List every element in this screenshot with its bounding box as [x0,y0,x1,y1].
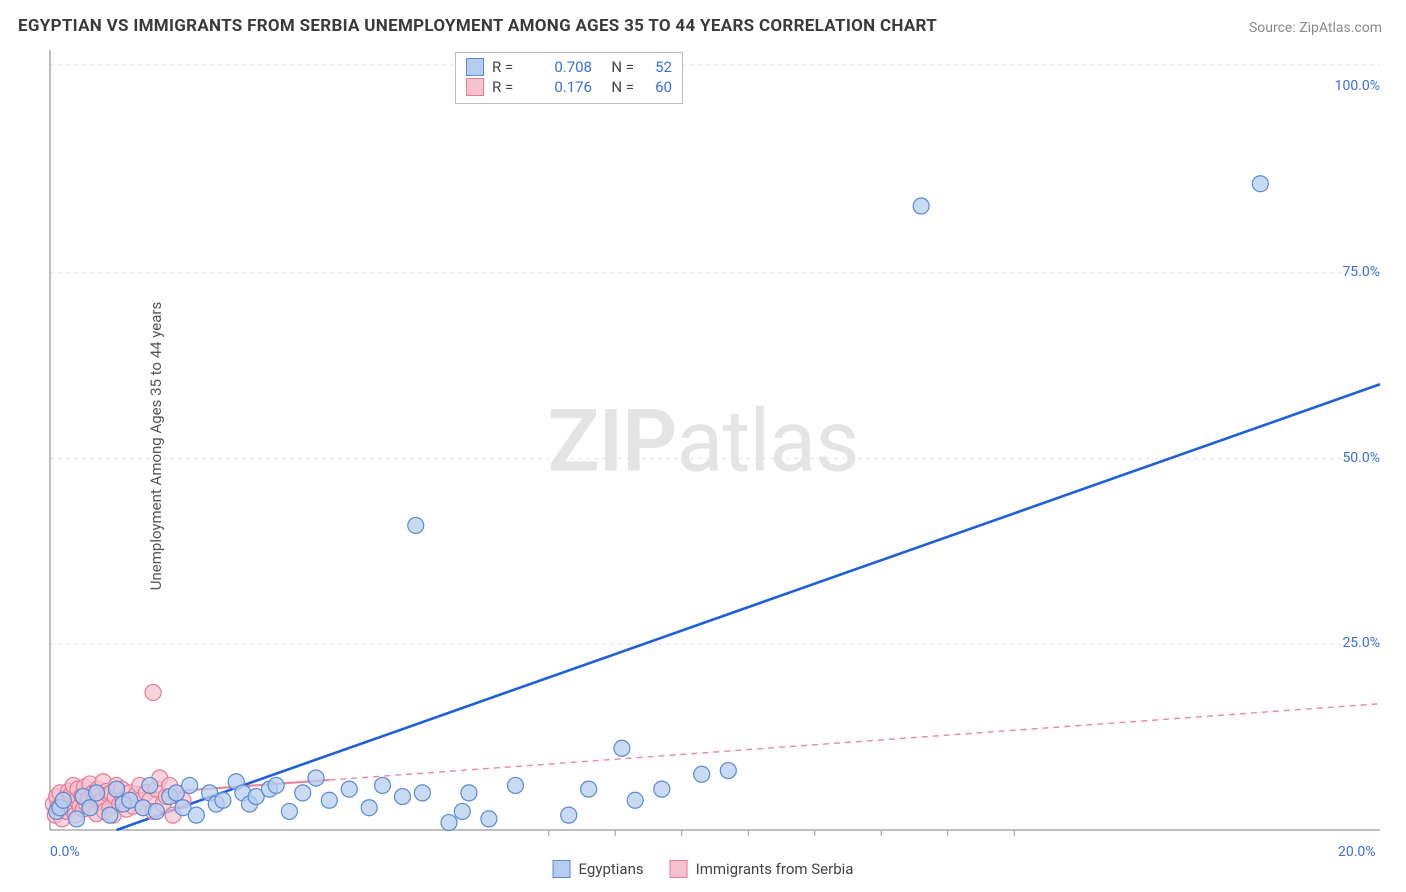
series-label-pink: Immigrants from Serbia [696,860,854,878]
y-tick-label: 75.0% [1342,264,1380,280]
n-value-pink: 60 [642,78,672,96]
x-tick-label: 0.0% [50,844,80,860]
series-label-blue: Egyptians [579,860,644,878]
scatter-chart [0,0,1406,892]
correlation-row-blue: R = 0.708 N = 52 [466,57,672,77]
y-tick-label: 25.0% [1342,635,1380,651]
legend-swatch-blue-icon [553,860,571,878]
series-item-pink: Immigrants from Serbia [670,860,854,878]
legend-swatch-pink-icon [670,860,688,878]
y-tick-label: 100.0% [1335,78,1380,94]
series-item-blue: Egyptians [553,860,644,878]
r-label: R = [492,58,528,76]
correlation-row-pink: R = 0.176 N = 60 [466,77,672,97]
correlation-legend: R = 0.708 N = 52 R = 0.176 N = 60 [455,52,683,104]
r-value-pink: 0.176 [536,78,592,96]
n-label: N = [600,58,634,76]
legend-swatch-pink [466,78,484,96]
r-label: R = [492,78,528,96]
n-value-blue: 52 [642,58,672,76]
series-legend: Egyptians Immigrants from Serbia [553,860,854,878]
x-tick-label: 20.0% [1338,844,1376,860]
r-value-blue: 0.708 [536,58,592,76]
y-tick-label: 50.0% [1342,450,1380,466]
n-label: N = [600,78,634,96]
legend-swatch-blue [466,58,484,76]
